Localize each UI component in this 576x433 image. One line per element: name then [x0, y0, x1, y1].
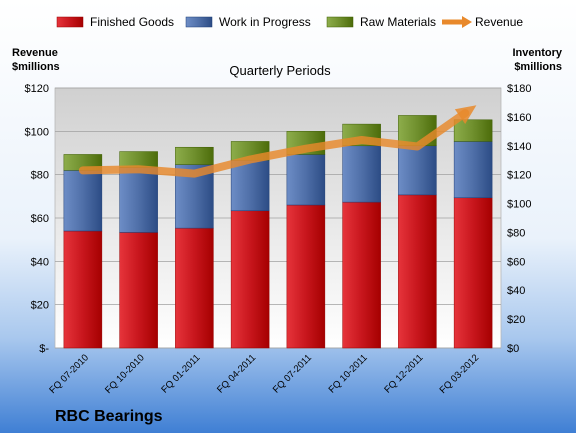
bar-finished-goods — [453, 197, 493, 349]
legend-label-revenue: Revenue — [475, 15, 523, 29]
right-tick-label: $140 — [507, 141, 531, 153]
revenue-line-path — [78, 109, 470, 178]
bar-finished-goods — [286, 204, 326, 349]
left-axis-title-line2: $millions — [12, 61, 60, 73]
legend-swatch-finished-goods — [56, 16, 84, 28]
revenue-line — [78, 105, 477, 178]
right-tick-label: $120 — [507, 170, 531, 182]
revenue-arrowhead — [454, 105, 477, 125]
legend-label-raw-materials: Raw Materials — [360, 15, 436, 29]
left-tick-label: $120 — [25, 83, 49, 95]
right-tick-label: $160 — [507, 112, 531, 124]
left-tick-label: $60 — [31, 213, 49, 225]
left-tick-label: $80 — [31, 170, 49, 182]
legend: Finished Goods Work in Progress Raw Materi… — [56, 15, 523, 29]
left-tick-label: $100 — [25, 126, 49, 138]
chart-subtitle: Quarterly Periods — [229, 63, 331, 78]
bar-finished-goods — [230, 210, 270, 349]
right-tick-label: $20 — [507, 314, 525, 326]
bars — [63, 115, 493, 349]
legend-label-work-in-progress: Work in Progress — [219, 15, 311, 29]
right-axis-title-line1: Inventory — [512, 47, 562, 59]
bar-raw-materials — [453, 119, 493, 142]
right-tick-label: $80 — [507, 227, 525, 239]
legend-arrowhead — [462, 16, 472, 28]
legend-label-finished-goods: Finished Goods — [90, 15, 174, 29]
bar-work-in-progress — [453, 141, 493, 199]
bar-finished-goods — [398, 194, 437, 349]
bar-finished-goods — [63, 230, 103, 349]
left-tick-label: $20 — [31, 300, 49, 312]
company-name: RBC Bearings — [55, 408, 163, 425]
bar-work-in-progress — [342, 145, 381, 203]
bar-raw-materials — [175, 146, 214, 165]
bar-work-in-progress — [230, 159, 270, 212]
bar-work-in-progress — [119, 167, 158, 233]
left-tick-label: $40 — [31, 256, 49, 268]
bar-work-in-progress — [286, 154, 326, 206]
left-axis-title-line1: Revenue — [12, 47, 58, 59]
bar-work-in-progress — [63, 170, 103, 232]
left-tick-label: $- — [39, 343, 49, 355]
bar-work-in-progress — [398, 145, 437, 196]
bar-finished-goods — [175, 227, 214, 349]
right-tick-label: $0 — [507, 343, 519, 355]
right-tick-label: $40 — [507, 285, 525, 297]
right-axis-title-line2: $millions — [514, 61, 562, 73]
legend-swatch-raw-materials — [326, 16, 354, 28]
bar-finished-goods — [119, 232, 158, 349]
legend-swatch-work-in-progress — [185, 16, 213, 28]
bar-raw-materials — [119, 151, 158, 168]
right-tick-label: $180 — [507, 83, 531, 95]
right-tick-label: $60 — [507, 256, 525, 268]
right-tick-label: $100 — [507, 199, 531, 211]
bar-finished-goods — [342, 201, 381, 349]
